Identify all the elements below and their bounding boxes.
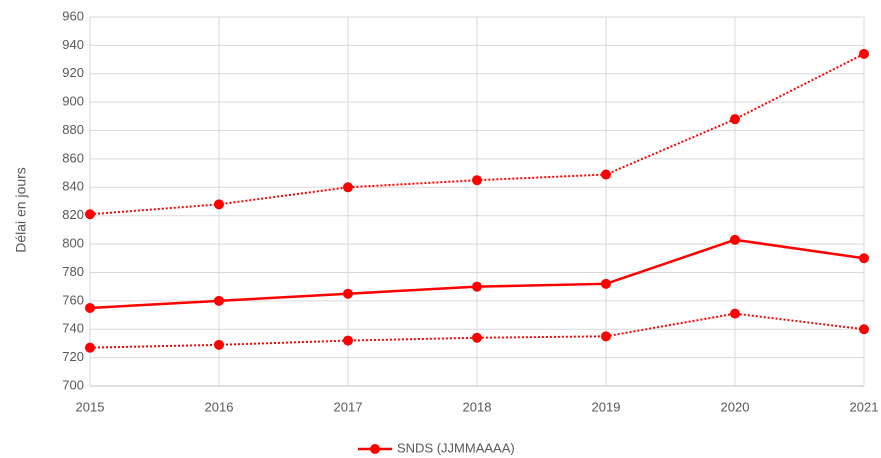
series-marker — [85, 342, 95, 353]
x-tick-label: 2017 — [334, 399, 363, 414]
series-marker — [859, 253, 869, 264]
y-tick-label: 700 — [62, 377, 84, 392]
series-marker — [214, 199, 224, 210]
y-tick-label: 760 — [62, 292, 84, 307]
y-tick-label: 840 — [62, 179, 84, 194]
series-marker — [214, 295, 224, 306]
series-marker — [85, 209, 95, 220]
y-tick-label: 960 — [62, 8, 84, 23]
x-tick-label: 2016 — [205, 399, 234, 414]
x-tick-label: 2020 — [721, 399, 750, 414]
series-marker — [214, 339, 224, 350]
y-tick-label: 800 — [62, 236, 84, 251]
y-tick-label: 740 — [62, 321, 84, 336]
y-tick-label: 900 — [62, 94, 84, 109]
x-tick-label: 2021 — [850, 399, 879, 414]
x-tick-label: 2019 — [592, 399, 621, 414]
series-marker — [343, 182, 353, 193]
series-marker — [859, 48, 869, 59]
series-marker — [472, 281, 482, 292]
series-marker — [601, 278, 611, 289]
series-marker — [601, 169, 611, 180]
y-tick-label: 880 — [62, 122, 84, 137]
series-marker — [730, 234, 740, 245]
y-tick-label: 940 — [62, 37, 84, 52]
series-marker — [601, 331, 611, 342]
y-tick-label: 920 — [62, 65, 84, 80]
series-marker — [85, 302, 95, 313]
series-marker — [730, 114, 740, 125]
y-tick-label: 720 — [62, 349, 84, 364]
series-marker — [343, 288, 353, 299]
legend-marker — [370, 444, 380, 454]
series-marker — [343, 335, 353, 346]
y-tick-label: 820 — [62, 207, 84, 222]
series-marker — [859, 324, 869, 335]
x-tick-label: 2015 — [76, 399, 105, 414]
legend-label: SNDS (JJMMAAAA) — [397, 440, 515, 455]
series-marker — [472, 175, 482, 186]
series-marker — [472, 332, 482, 343]
x-tick-label: 2018 — [463, 399, 492, 414]
y-axis-label: Délai en jours — [13, 167, 29, 253]
series-marker — [730, 308, 740, 319]
y-tick-label: 780 — [62, 264, 84, 279]
y-tick-label: 860 — [62, 150, 84, 165]
